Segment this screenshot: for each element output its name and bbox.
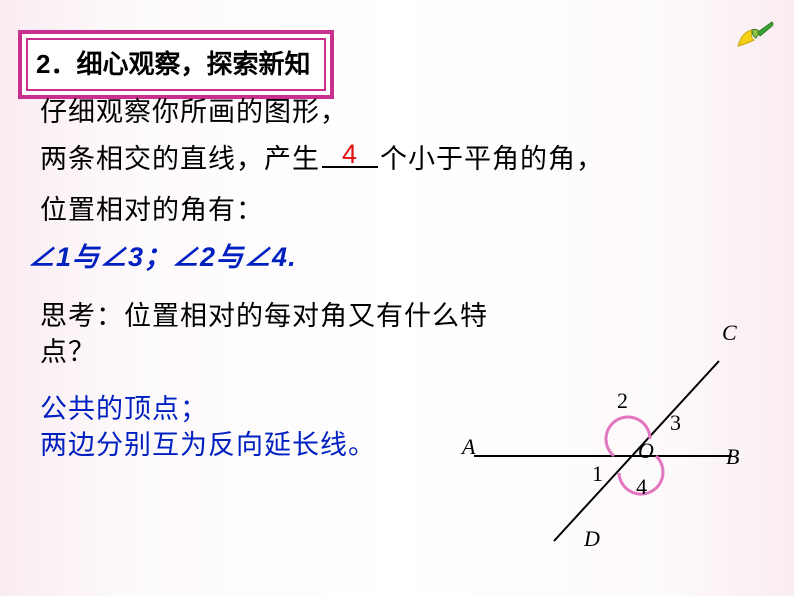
text-line-1: 仔细观察你所画的图形， xyxy=(40,90,774,129)
title-frame: 2．细心观察，探索新知 xyxy=(18,30,334,99)
title-frame-inner: 2．细心观察，探索新知 xyxy=(26,38,326,91)
brush-icon xyxy=(732,18,776,54)
label-4: 4 xyxy=(636,474,647,500)
section-title: 2．细心观察，探索新知 xyxy=(36,44,310,81)
angles-text: ∠1与∠3；∠2与∠4. xyxy=(28,235,774,274)
think-question: 思考：位置相对的每对角又有什么特点？ xyxy=(40,298,500,371)
text-line-3: 位置相对的角有： xyxy=(40,188,774,227)
line2-part-b: 个小于平角的角， xyxy=(380,144,604,174)
blank-underline: 4 xyxy=(322,166,378,168)
blank-answer: 4 xyxy=(322,139,378,170)
line2-part-a: 两条相交的直线，产生 xyxy=(40,144,320,174)
line-cd xyxy=(554,361,719,541)
label-o: O xyxy=(638,438,654,464)
label-d: D xyxy=(584,526,600,552)
label-b: B xyxy=(726,444,739,470)
angle-diagram: A B C D O 1 2 3 4 xyxy=(454,306,764,556)
label-a: A xyxy=(462,434,475,460)
label-1: 1 xyxy=(592,461,603,487)
label-2: 2 xyxy=(617,388,628,414)
label-c: C xyxy=(722,320,737,346)
label-3: 3 xyxy=(670,410,681,436)
text-line-2: 两条相交的直线，产生4个小于平角的角， xyxy=(40,137,774,176)
